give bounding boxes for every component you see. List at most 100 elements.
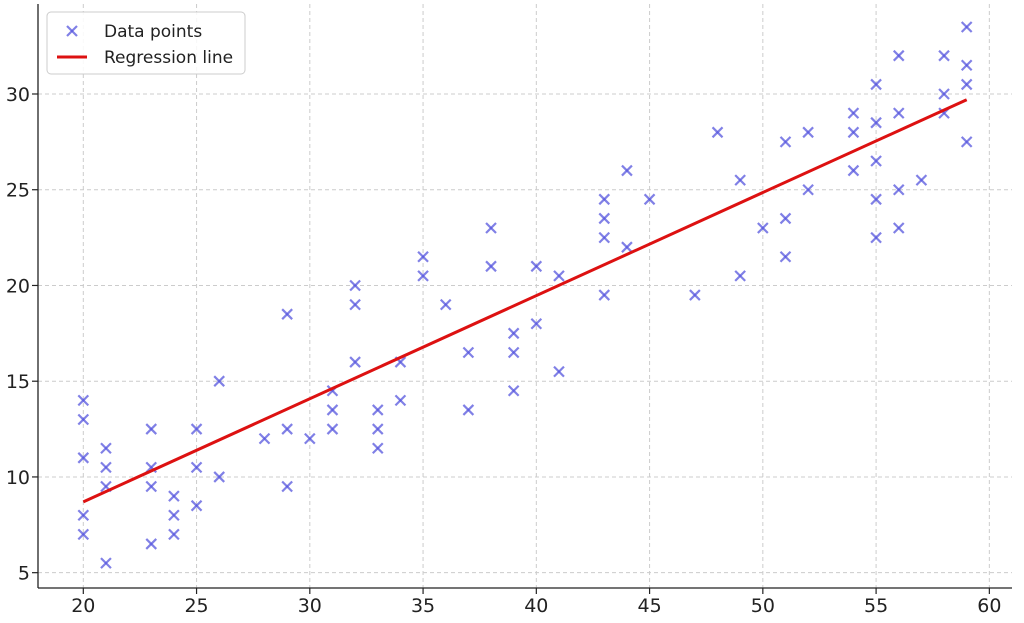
data-point [621,241,633,253]
x-tick-label: 50 [751,595,775,617]
data-point [258,432,271,445]
data-point [190,423,203,435]
data-point [394,394,407,407]
data-point [598,212,611,225]
data-point [77,394,90,407]
axes: 20 25 30 35 40 45 50 55 60 5 10 15 20 25 30 [6,4,1012,617]
data-point [621,164,633,177]
data-point [802,126,814,139]
x-tick-label: 45 [637,595,661,617]
data-point [190,461,203,474]
data-point [371,442,384,455]
data-point [598,193,611,206]
data-point [485,222,497,234]
data-point [960,21,973,33]
x-tick-label: 25 [184,595,208,617]
data-point [870,231,882,244]
data-point [417,250,429,263]
data-point [326,404,339,416]
data-point [77,413,90,426]
data-point [779,136,792,148]
data-point [326,423,339,435]
data-point [77,452,90,464]
y-tick-label: 20 [6,275,30,297]
data-point [938,88,950,100]
data-point [485,260,497,273]
regression-line-layer [82,98,968,504]
y-tick-label: 25 [6,180,30,202]
grid [38,4,1012,588]
data-point [190,499,203,512]
data-point [145,423,158,435]
data-point [507,327,520,340]
data-point [507,346,520,359]
data-point [281,480,293,493]
data-point [349,298,361,311]
data-point [847,107,860,119]
data-point [734,270,746,282]
data-point [77,528,90,541]
data-point [802,183,814,196]
data-point [371,423,384,435]
data-point [349,279,361,292]
data-point [870,116,882,129]
data-point [915,174,928,186]
data-point [870,155,882,167]
data-point [77,509,90,522]
data-point [779,212,792,225]
legend-label: Regression line [104,48,233,68]
data-point [304,432,316,445]
data-point [734,174,746,186]
data-point [439,298,452,311]
data-points [77,21,973,569]
y-tick-label: 15 [6,371,30,393]
x-tick-label: 60 [977,595,1001,617]
data-point [938,49,950,62]
data-point [892,183,905,196]
data-point [870,193,882,206]
data-point [371,404,384,416]
data-point [711,126,724,139]
data-point [757,222,769,234]
x-tick-label: 20 [71,595,95,617]
data-point [847,126,860,139]
data-point [100,557,112,569]
data-point [779,250,792,263]
data-point [847,164,860,177]
data-point [553,270,565,282]
data-point [100,461,112,474]
legend-box [46,11,246,75]
x-tick-label: 35 [411,595,435,617]
data-point [213,375,225,387]
data-point [892,222,905,234]
y-tick-label: 30 [6,84,30,106]
y-tick-label: 5 [18,563,30,585]
data-point [530,260,543,273]
data-point [960,136,973,148]
x-tick-label: 55 [864,595,888,617]
y-tick-label: 10 [6,467,30,489]
data-point [281,308,293,320]
data-point [281,423,293,435]
data-point [507,385,520,397]
data-point [145,480,158,493]
data-point [168,509,180,522]
data-point [892,49,905,62]
x-tick-label: 30 [298,595,322,617]
regression-line [82,98,968,504]
data-point [598,289,611,301]
x-tick-label: 40 [524,595,548,617]
data-point [960,78,973,91]
data-point [417,270,429,282]
data-point [892,107,905,119]
legend-marker-scatter [66,25,78,37]
legend: Data points Regression line [46,11,246,75]
data-point [100,442,112,455]
data-point [689,289,701,301]
legend-label: Data points [104,22,202,42]
data-point [870,78,882,91]
data-point [349,356,361,368]
data-point [145,538,158,550]
